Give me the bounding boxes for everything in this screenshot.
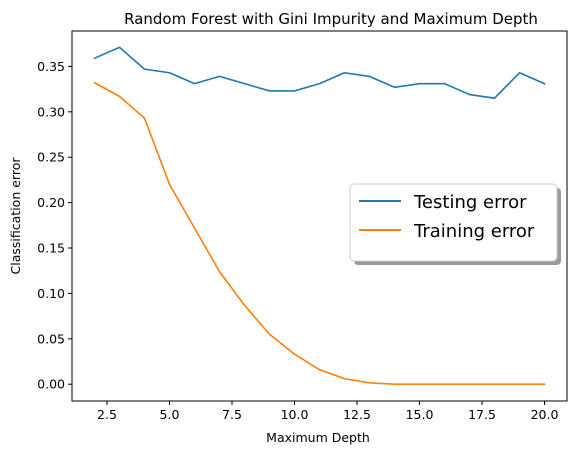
x-tick-label: 12.5	[343, 407, 371, 422]
y-tick-label: 0.20	[37, 195, 65, 210]
y-tick-label: 0.30	[37, 104, 65, 119]
series-layer	[93, 46, 546, 386]
y-axis-label: Classification error	[8, 157, 23, 275]
legend-label-testing: Testing error	[413, 192, 527, 213]
y-tick-label: 0.10	[37, 286, 65, 301]
x-tick-label: 20.0	[531, 407, 559, 422]
legend-box	[349, 183, 558, 262]
series-line-training-error	[93, 81, 546, 386]
x-axis: 2.5 5.0 7.5 10.0 12.5 15.0 17.5 20.0	[97, 401, 558, 422]
y-tick-label: 0.05	[37, 331, 65, 346]
legend: Testing error Training error	[349, 183, 561, 265]
chart-title: Random Forest with Gini Impurity and Max…	[124, 10, 538, 28]
y-tick-label: 0.00	[37, 377, 65, 392]
x-tick-label: 2.5	[97, 407, 117, 422]
y-tick-label: 0.25	[37, 150, 65, 165]
x-tick-label: 10.0	[281, 407, 309, 422]
series-line-testing-error	[93, 46, 546, 99]
y-tick-label: 0.35	[37, 59, 65, 74]
x-tick-label: 15.0	[406, 407, 434, 422]
plot-frame	[71, 30, 568, 402]
x-tick-label: 17.5	[468, 407, 496, 422]
x-tick-label: 5.0	[160, 407, 180, 422]
x-axis-label: Maximum Depth	[266, 430, 370, 445]
x-tick-label: 7.5	[222, 407, 242, 422]
legend-label-training: Training error	[413, 221, 535, 242]
y-axis: 0.00 0.05 0.10 0.15 0.20 0.25 0.30 0.35	[37, 59, 72, 392]
y-tick-label: 0.15	[37, 241, 65, 256]
